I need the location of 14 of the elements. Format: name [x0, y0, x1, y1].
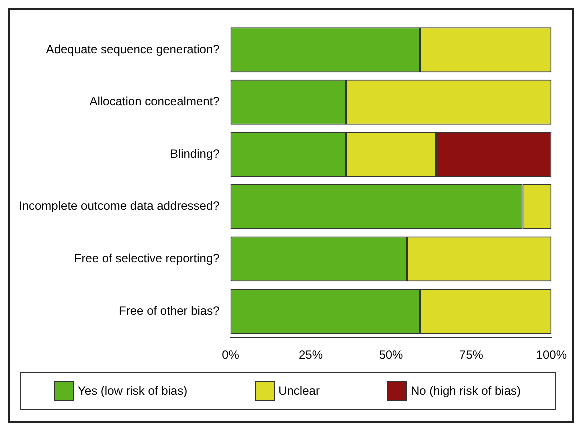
legend-label: Yes (low risk of bias) — [78, 384, 188, 398]
y-tick-label: Blinding? — [170, 146, 220, 161]
x-tick-label: 25% — [298, 348, 324, 362]
x-tick-label: 50% — [379, 348, 404, 362]
x-tick-label: 100% — [536, 348, 568, 362]
y-tick-label: Allocation concealment? — [90, 94, 220, 109]
x-tick-label: 0% — [222, 348, 240, 362]
legend-label: No (high risk of bias) — [410, 384, 521, 398]
legend-label: Unclear — [278, 384, 320, 398]
x-tick-label: 75% — [459, 348, 484, 362]
y-tick-label: Free of other bias? — [119, 304, 220, 318]
y-tick-label: Adequate sequence generation? — [46, 42, 220, 56]
y-tick-label: Incomplete outcome data addressed? — [19, 199, 220, 214]
y-tick-label: Free of selective reporting? — [74, 252, 220, 266]
